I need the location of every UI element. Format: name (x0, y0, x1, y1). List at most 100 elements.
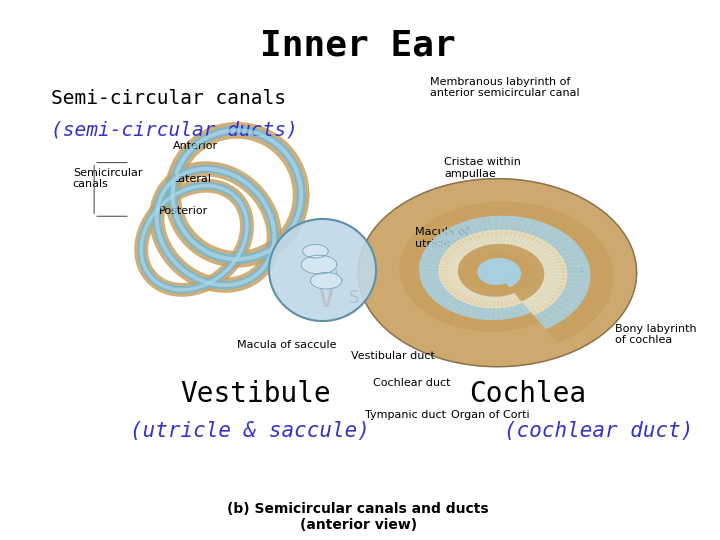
Polygon shape (502, 255, 509, 264)
Polygon shape (498, 273, 501, 279)
Polygon shape (540, 256, 563, 264)
Polygon shape (433, 237, 452, 248)
Polygon shape (498, 273, 503, 279)
Polygon shape (485, 286, 490, 293)
Polygon shape (539, 253, 561, 262)
Polygon shape (529, 273, 545, 276)
Polygon shape (498, 268, 500, 273)
Polygon shape (495, 280, 498, 286)
Polygon shape (441, 278, 461, 284)
Polygon shape (497, 280, 499, 286)
Polygon shape (498, 268, 499, 273)
Polygon shape (513, 269, 522, 271)
Polygon shape (478, 272, 498, 273)
Polygon shape (557, 258, 573, 264)
Polygon shape (529, 282, 539, 287)
Polygon shape (450, 276, 462, 279)
Polygon shape (495, 259, 498, 273)
Polygon shape (464, 244, 475, 252)
Polygon shape (503, 245, 508, 254)
Polygon shape (456, 223, 471, 237)
Polygon shape (420, 275, 440, 280)
Polygon shape (462, 258, 481, 266)
Polygon shape (543, 264, 559, 268)
Polygon shape (480, 295, 488, 307)
Polygon shape (480, 266, 498, 273)
Polygon shape (485, 279, 492, 286)
Polygon shape (420, 272, 439, 275)
Polygon shape (512, 251, 530, 262)
Polygon shape (498, 268, 500, 273)
Polygon shape (461, 272, 473, 274)
Polygon shape (521, 287, 534, 296)
Polygon shape (550, 247, 566, 255)
Polygon shape (560, 274, 577, 278)
Polygon shape (559, 292, 583, 302)
Polygon shape (496, 296, 500, 308)
Polygon shape (509, 246, 518, 256)
Polygon shape (499, 259, 501, 264)
Polygon shape (559, 266, 576, 271)
Polygon shape (454, 315, 468, 327)
Polygon shape (485, 273, 498, 274)
Polygon shape (446, 228, 463, 241)
Polygon shape (459, 272, 478, 274)
Polygon shape (520, 275, 543, 281)
Polygon shape (400, 271, 420, 276)
Polygon shape (494, 235, 499, 245)
Polygon shape (526, 286, 536, 291)
Polygon shape (537, 288, 559, 298)
Polygon shape (493, 226, 499, 236)
Polygon shape (488, 266, 498, 273)
Polygon shape (502, 278, 507, 285)
Polygon shape (505, 307, 512, 319)
Polygon shape (563, 315, 586, 330)
Polygon shape (498, 273, 505, 275)
Polygon shape (523, 276, 531, 279)
Polygon shape (475, 233, 485, 247)
Polygon shape (493, 259, 498, 273)
Polygon shape (467, 235, 480, 249)
Polygon shape (437, 262, 450, 267)
Polygon shape (521, 274, 544, 278)
Polygon shape (498, 271, 513, 273)
Polygon shape (478, 271, 498, 273)
Polygon shape (498, 268, 501, 273)
Polygon shape (518, 262, 526, 266)
Polygon shape (490, 261, 494, 265)
Polygon shape (558, 284, 575, 291)
Polygon shape (498, 260, 508, 273)
Polygon shape (485, 271, 498, 273)
Polygon shape (498, 255, 500, 259)
Polygon shape (517, 280, 539, 290)
Polygon shape (461, 316, 474, 329)
Polygon shape (540, 286, 557, 293)
Text: Anterior: Anterior (173, 141, 218, 151)
Polygon shape (519, 292, 528, 299)
Polygon shape (527, 264, 543, 268)
Polygon shape (575, 235, 599, 247)
Polygon shape (498, 273, 513, 275)
Polygon shape (421, 278, 441, 284)
Polygon shape (582, 246, 606, 255)
Polygon shape (468, 231, 478, 240)
Polygon shape (521, 256, 529, 261)
Polygon shape (462, 276, 474, 280)
Polygon shape (543, 276, 567, 281)
Polygon shape (453, 208, 467, 223)
Polygon shape (498, 273, 501, 284)
Polygon shape (497, 293, 500, 300)
Polygon shape (503, 245, 512, 259)
Text: Vestibule: Vestibule (180, 380, 330, 408)
Polygon shape (504, 292, 509, 299)
Polygon shape (483, 284, 492, 295)
Polygon shape (513, 267, 521, 269)
Polygon shape (506, 257, 517, 266)
Polygon shape (498, 273, 505, 284)
Polygon shape (514, 291, 526, 302)
Polygon shape (485, 271, 498, 273)
Polygon shape (521, 269, 544, 272)
Polygon shape (462, 287, 473, 293)
Polygon shape (526, 262, 541, 267)
Polygon shape (498, 259, 503, 273)
